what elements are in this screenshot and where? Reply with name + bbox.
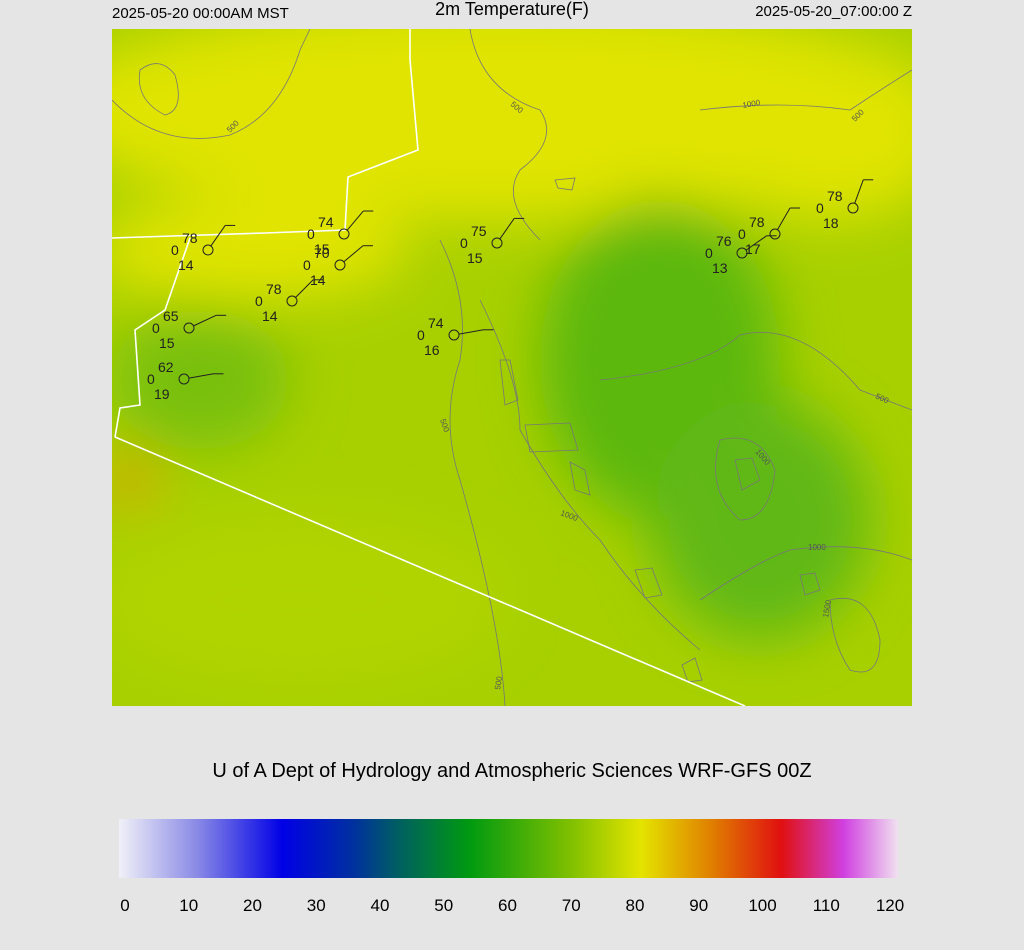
station-marker [448, 329, 460, 341]
wind-barb [745, 235, 767, 251]
colorbar-tick-label: 80 [626, 896, 645, 915]
station-zero: 0 [705, 245, 713, 261]
wind-barb [295, 279, 314, 298]
contour-label: 1000 [808, 543, 826, 552]
colorbar-tick-label: 90 [689, 896, 708, 915]
wind-barb [210, 225, 226, 247]
station-temp: 78 [182, 230, 198, 246]
station-zero: 0 [303, 257, 311, 273]
colorbar-tick-label: 40 [371, 896, 390, 915]
station-dew: 16 [424, 342, 440, 358]
wind-barb [193, 314, 217, 327]
station-temp: 74 [428, 315, 444, 331]
station-temp: 78 [827, 188, 843, 204]
station-zero: 0 [417, 327, 425, 343]
station-temp: 75 [471, 223, 487, 239]
station-temp: 78 [749, 214, 765, 230]
colorbar-tick-label: 70 [562, 896, 581, 915]
station-dew: 13 [712, 260, 728, 276]
station-zero: 0 [307, 226, 315, 242]
wind-barb [458, 329, 484, 335]
station-temp: 78 [266, 281, 282, 297]
station-marker [847, 202, 859, 214]
station-dew: 15 [467, 250, 483, 266]
valid-local: 2025-05-20 00:00AM MST [112, 5, 289, 22]
station-marker [178, 373, 190, 385]
wind-barb [777, 207, 791, 230]
station-dew: 14 [178, 257, 194, 273]
station-marker [736, 247, 748, 259]
station-marker [334, 259, 346, 271]
station-zero: 0 [460, 235, 468, 251]
colorbar-tick-label: 50 [434, 896, 453, 915]
valid-utc: 2025-05-20_07:00:00 Z [755, 3, 912, 20]
map-title: 2m Temperature(F) [435, 0, 589, 19]
colorbar-tick-label: 60 [498, 896, 517, 915]
station-zero: 0 [152, 320, 160, 336]
colorbar-tick-label: 10 [179, 896, 198, 915]
station-temp: 76 [716, 233, 732, 249]
station-marker [183, 322, 195, 334]
station-marker [202, 244, 214, 256]
contour-label: 500 [438, 418, 451, 434]
station-zero: 0 [738, 226, 746, 242]
colorbar-tick-label: 110 [813, 896, 840, 915]
contour-label: 500 [493, 675, 504, 690]
station-dew: 19 [154, 386, 170, 402]
colorbar-tick-label: 120 [876, 896, 904, 915]
colorbar-tick-label: 30 [307, 896, 326, 915]
station-dew: 15 [159, 335, 175, 351]
wind-barb [188, 373, 214, 379]
station-marker [491, 237, 503, 249]
station-temp: 70 [314, 245, 330, 261]
contour-label: 1000 [742, 98, 762, 110]
colorbar-tick-label: 0 [120, 896, 129, 915]
colorbar [119, 819, 898, 878]
station-dew: 14 [262, 308, 278, 324]
station-dew: 15 [314, 241, 330, 257]
station-dew: 18 [823, 215, 839, 231]
colorbar-tick-label: 100 [748, 896, 776, 915]
station-marker [286, 295, 298, 307]
station-marker [338, 228, 350, 240]
station-zero: 0 [255, 293, 263, 309]
station-zero: 0 [816, 200, 824, 216]
station-temp: 62 [158, 359, 174, 375]
credit: U of A Dept of Hydrology and Atmospheric… [212, 760, 811, 782]
station-temp: 74 [318, 214, 334, 230]
contour-label: 1500 [821, 599, 833, 619]
wind-barb [854, 179, 864, 204]
station-zero: 0 [171, 242, 179, 258]
station-dew: 17 [745, 241, 761, 257]
station-marker [769, 228, 781, 240]
wind-barb [343, 245, 364, 263]
wind-barb [499, 218, 515, 240]
station-zero: 0 [147, 371, 155, 387]
colorbar-tick-label: 20 [243, 896, 262, 915]
station-temp: 65 [163, 308, 179, 324]
wind-barb [346, 210, 364, 231]
